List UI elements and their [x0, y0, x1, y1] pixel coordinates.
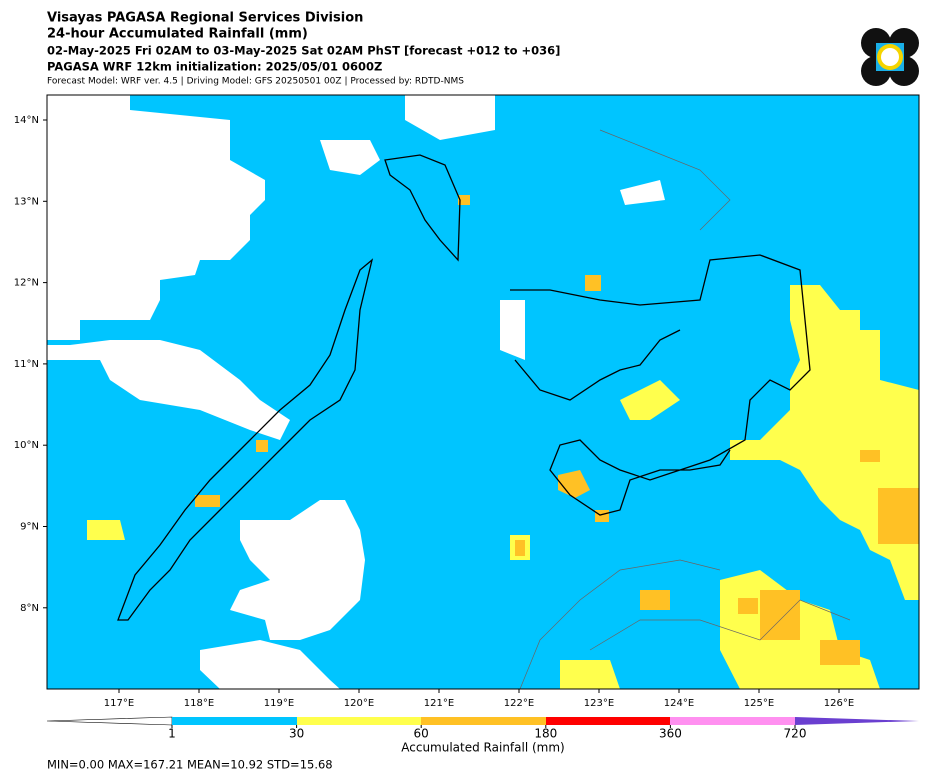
x-tick-label: 123°E — [584, 698, 614, 709]
y-tick-label: 10°N — [14, 440, 39, 451]
colorbar-ticks: 1 30 60 180 360 720 — [168, 725, 806, 741]
x-tick-label: 118°E — [184, 698, 214, 709]
logo — [861, 28, 919, 86]
colorbar-label: Accumulated Rainfall (mm) — [401, 741, 564, 755]
x-ticks: 117°E 118°E 119°E 120°E 121°E 122°E 123°E 124°E… — [104, 689, 854, 709]
borders — [519, 129, 851, 690]
model-info: Forecast Model: WRF ver. 4.5 | Driving M… — [47, 77, 464, 87]
y-tick-label: 12°N — [14, 278, 39, 289]
subtitle: 24-hour Accumulated Rainfall (mm) — [47, 27, 308, 42]
y-tick-label: 11°N — [14, 359, 39, 370]
colorbar-tick-label: 720 — [784, 727, 807, 741]
map: 117°E 118°E 119°E 120°E 121°E 122°E 123°E 124°E… — [14, 94, 920, 709]
x-tick-label: 117°E — [104, 698, 134, 709]
colorbar: 1 30 60 180 360 720 Accumulated Rainfall (mm) — [46, 716, 919, 755]
colorbar-tick-label: 1 — [168, 727, 176, 741]
map-frame — [46, 94, 920, 690]
coastlines — [117, 154, 811, 621]
x-tick-label: 124°E — [664, 698, 694, 709]
colorbar-tick-label: 180 — [534, 727, 557, 741]
x-tick-label: 121°E — [424, 698, 454, 709]
x-tick-label: 119°E — [264, 698, 294, 709]
x-tick-label: 125°E — [744, 698, 774, 709]
stats: MIN=0.00 MAX=167.21 MEAN=10.92 STD=15.68 — [47, 758, 333, 772]
y-ticks: 14°N 13°N 12°N 11°N 10°N 9°N 8°N — [14, 115, 47, 614]
moderate-rain-areas — [195, 195, 919, 665]
period: 02-May-2025 Fri 02AM to 03-May-2025 Sat … — [47, 44, 560, 58]
no-rain-areas — [47, 95, 665, 689]
x-tick-label: 126°E — [824, 698, 854, 709]
x-tick-label: 122°E — [504, 698, 534, 709]
colorbar-tick-label: 360 — [659, 727, 682, 741]
x-tick-label: 120°E — [344, 698, 374, 709]
y-tick-label: 9°N — [20, 522, 39, 533]
title: Visayas PAGASA Regional Services Divisio… — [47, 11, 363, 26]
colorbar-tick-label: 60 — [414, 727, 429, 741]
colorbar-tick-label: 30 — [289, 727, 304, 741]
y-tick-label: 8°N — [20, 603, 39, 614]
y-tick-label: 13°N — [14, 196, 39, 207]
init: PAGASA WRF 12km initialization: 2025/05/… — [47, 60, 382, 74]
y-tick-label: 14°N — [14, 115, 39, 126]
